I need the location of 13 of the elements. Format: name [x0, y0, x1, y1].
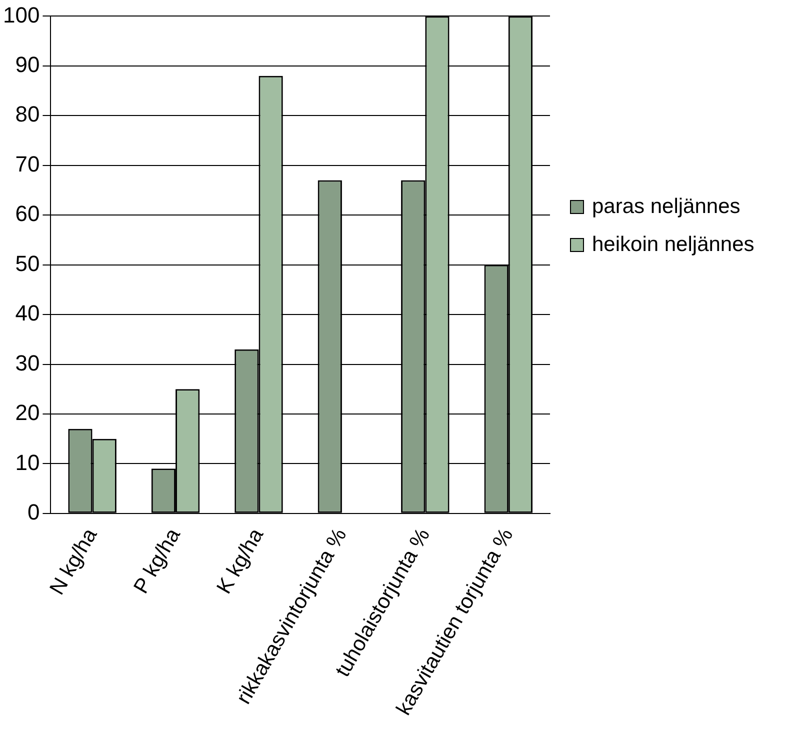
y-tick-label: 80	[15, 102, 40, 127]
y-tick-label: 10	[15, 450, 40, 475]
y-tick-label: 100	[2, 2, 40, 28]
y-tick-label: 30	[15, 350, 40, 376]
y-tick-label: 70	[15, 151, 40, 176]
y-tick-label: 40	[15, 300, 40, 326]
y-tick-label: 20	[15, 400, 40, 426]
y-tick-label: 50	[15, 250, 40, 276]
legend-label: heikoin neljännes	[592, 233, 754, 257]
y-tick-label: 0	[27, 499, 40, 524]
legend-label: paras neljännes	[592, 195, 740, 219]
y-tick-label: 60	[15, 201, 40, 226]
y-tick-label: 90	[15, 52, 40, 77]
